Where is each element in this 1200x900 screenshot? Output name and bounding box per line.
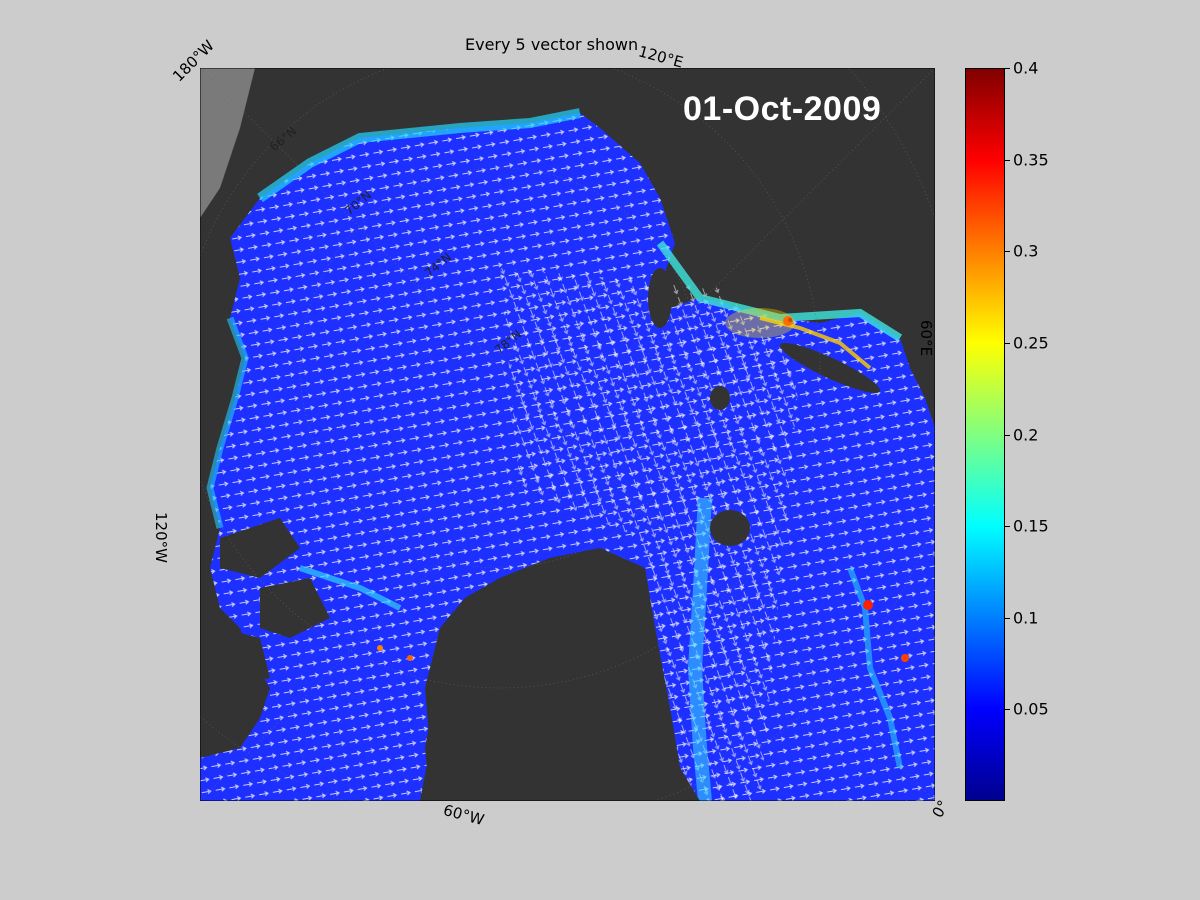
- land-patch-alaska: [200, 68, 255, 218]
- colorbar-tick-mark: [1005, 159, 1010, 161]
- coastal-high-speed: [257, 108, 581, 203]
- lon-label-60w: 60°W: [441, 800, 487, 830]
- island-novaya-zemlya: [779, 343, 881, 393]
- colorbar: [965, 68, 1005, 801]
- date-label: 01-Oct-2009: [683, 90, 882, 128]
- hotspot-barents: [759, 316, 872, 370]
- colorbar-tick-mark: [1005, 342, 1010, 344]
- land-greenland: [425, 548, 700, 801]
- colorbar-tick-mark: [1005, 434, 1010, 436]
- colorbar-tick-label: 0.05: [1013, 699, 1049, 719]
- island-svalbard: [710, 510, 750, 546]
- lon-label-120w: 120°W: [152, 512, 170, 563]
- colorbar-tick-mark: [1005, 68, 1010, 69]
- colorbar-tick-label: 0.4: [1013, 58, 1039, 78]
- figure-title: Every 5 vector shown: [465, 35, 639, 54]
- colorbar-tick-mark: [1005, 617, 1010, 619]
- colorbar-tick-label: 0.35: [1013, 150, 1049, 170]
- colorbar-tick-label: 0.3: [1013, 241, 1039, 261]
- colorbar-tick-label: 0.2: [1013, 425, 1039, 444]
- colorbar-tick-mark: [1005, 709, 1010, 711]
- colorbar-tick-label: 0.15: [1013, 516, 1049, 536]
- sea-ice-velocity-map: [200, 68, 935, 801]
- lon-label-60e: 60°E: [917, 320, 935, 357]
- colorbar-tick-mark: [1005, 526, 1010, 528]
- colorbar-tick-label: 0.25: [1013, 333, 1049, 353]
- colorbar-tick-mark: [1005, 251, 1010, 253]
- graticule: [200, 68, 935, 801]
- colorbar-tick-label: 0.1: [1013, 608, 1039, 628]
